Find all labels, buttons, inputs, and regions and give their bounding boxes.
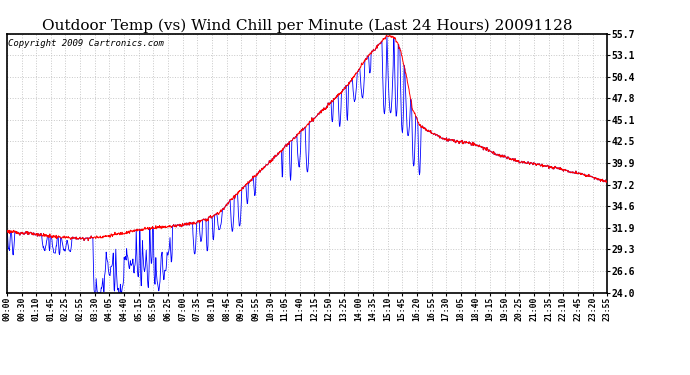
Text: Copyright 2009 Cartronics.com: Copyright 2009 Cartronics.com (8, 39, 164, 48)
Title: Outdoor Temp (vs) Wind Chill per Minute (Last 24 Hours) 20091128: Outdoor Temp (vs) Wind Chill per Minute … (42, 18, 572, 33)
